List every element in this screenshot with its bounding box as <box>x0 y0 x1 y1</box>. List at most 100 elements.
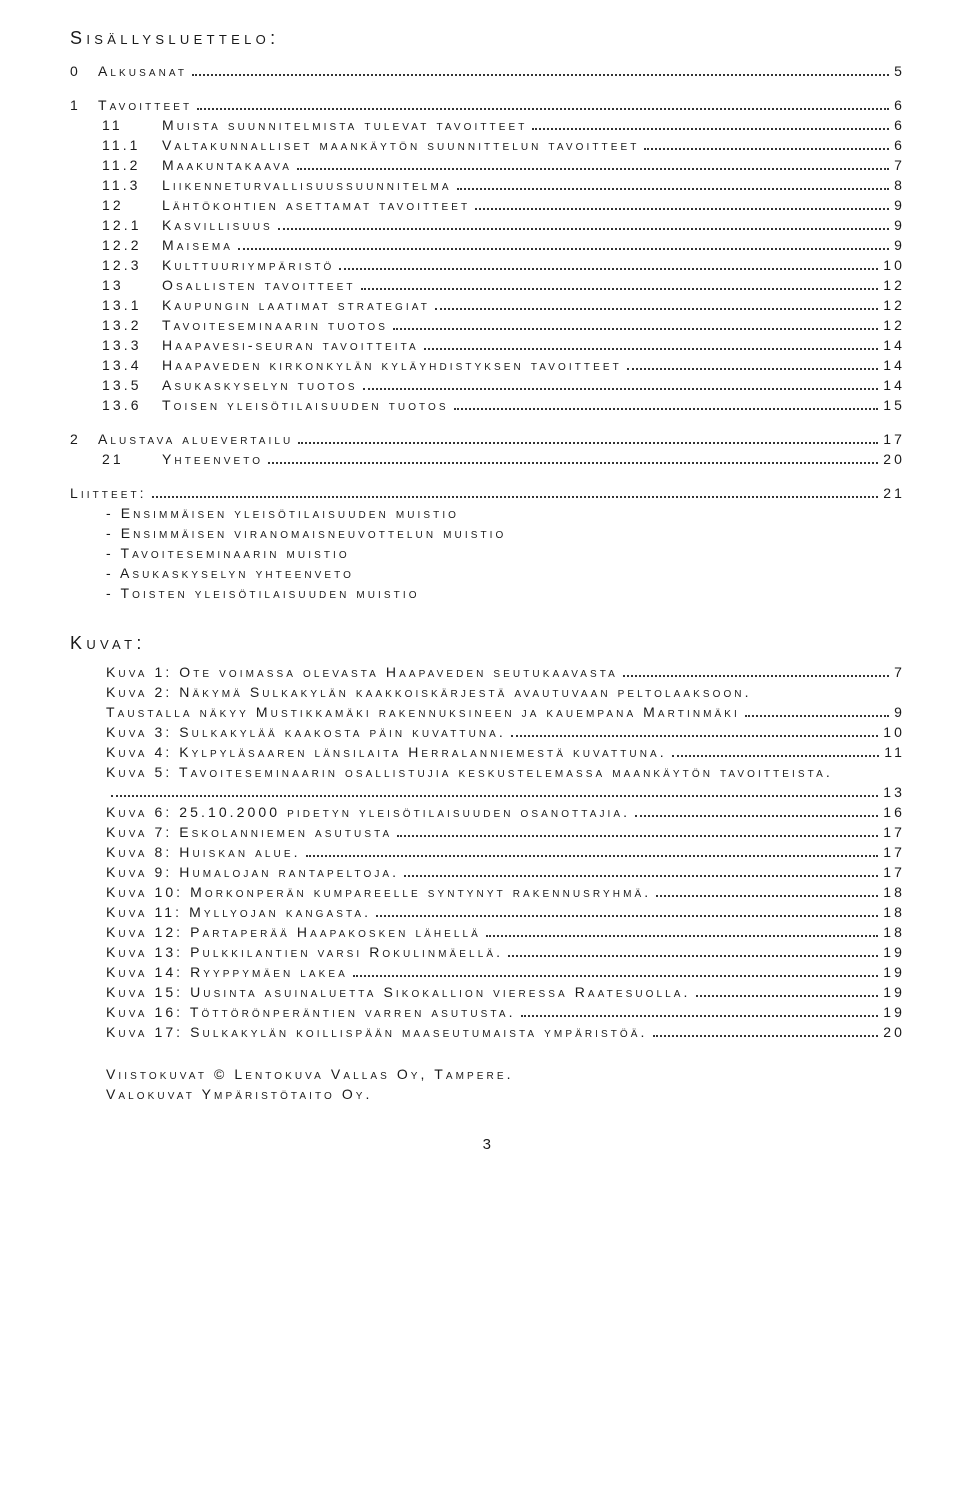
toc-number: 13.6 <box>102 397 162 413</box>
toc-label: Maakuntakaava <box>162 157 292 173</box>
kuva-entry: Kuva 13: Pulkkilantien varsi Rokulinmäel… <box>106 944 905 960</box>
leader-dots <box>511 735 878 737</box>
toc-page: 9 <box>894 237 905 253</box>
kuva-entry: Kuva 8: Huiskan alue.17 <box>106 844 905 860</box>
toc-entry: 11.1Valtakunnalliset maankäytön suunnitt… <box>70 137 905 153</box>
kuva-text: Kuva 11: Myllyojan kangasta. <box>106 904 371 920</box>
kuva-entry: Kuva 2: Näkymä Sulkakylän kaakkoiskärjes… <box>106 684 905 700</box>
toc-entry: 1Tavoitteet6 <box>70 97 905 113</box>
kuva-page: 17 <box>883 824 905 840</box>
toc-page: 14 <box>883 377 905 393</box>
leader-dots <box>653 1035 879 1037</box>
toc-number: 1 <box>70 97 98 113</box>
toc-number: 13.3 <box>102 337 162 353</box>
leader-dots <box>532 128 889 130</box>
kuva-text: Kuva 12: Partaperää Haapakosken lähellä <box>106 924 481 940</box>
toc-list: 0Alkusanat51Tavoitteet611Muista suunnite… <box>70 63 905 467</box>
leader-dots <box>475 208 889 210</box>
kuva-page: 17 <box>883 864 905 880</box>
toc-page: 17 <box>883 431 905 447</box>
toc-number: 13 <box>102 277 162 293</box>
kuva-text: Kuva 16: Töttörönperäntien varren asutus… <box>106 1004 516 1020</box>
leader-dots <box>298 442 878 444</box>
toc-page: 10 <box>883 257 905 273</box>
kuva-page: 7 <box>894 664 905 680</box>
toc-label: Haapaveden kirkonkylän kyläyhdistyksen t… <box>162 357 622 373</box>
kuva-page: 19 <box>883 984 905 1000</box>
kuva-page: 9 <box>894 704 905 720</box>
page-number: 3 <box>70 1136 905 1153</box>
kuva-entry-cont: Taustalla näkyy Mustikkamäki rakennuksin… <box>106 704 905 720</box>
toc-label: Osallisten tavoitteet <box>162 277 356 293</box>
credit-line-1: Viistokuvat © Lentokuva Vallas Oy, Tampe… <box>106 1066 905 1082</box>
toc-page: 8 <box>894 177 905 193</box>
kuva-text: Kuva 17: Sulkakylän koillispään maaseutu… <box>106 1024 648 1040</box>
toc-number: 11.2 <box>102 157 162 173</box>
toc-entry: 13.6Toisen yleisötilaisuuden tuotos15 <box>70 397 905 413</box>
leader-dots <box>696 995 879 997</box>
kuva-text: Kuva 4: Kylpyläsaaren länsilaita Herrala… <box>106 744 667 760</box>
toc-entry: 12.2Maisema9 <box>70 237 905 253</box>
kuva-text: Kuva 1: Ote voimassa olevasta Haapaveden… <box>106 664 618 680</box>
toc-number: 13.5 <box>102 377 162 393</box>
leader-dots <box>393 328 878 330</box>
toc-page: 6 <box>894 117 905 133</box>
kuva-entry: Kuva 3: Sulkakylää kaakosta päin kuvattu… <box>106 724 905 740</box>
kuva-page: 20 <box>883 1024 905 1040</box>
leader-dots <box>397 835 878 837</box>
kuva-entry: Kuva 15: Uusinta asuinaluetta Sikokallio… <box>106 984 905 1000</box>
toc-page: 20 <box>883 451 905 467</box>
kuva-page: 10 <box>883 724 905 740</box>
toc-page: 6 <box>894 137 905 153</box>
credit-line-2: Valokuvat Ympäristötaito Oy. <box>106 1086 905 1102</box>
toc-page: 7 <box>894 157 905 173</box>
leader-dots <box>454 408 879 410</box>
kuva-text: Kuva 6: 25.10.2000 pidetyn yleisötilaisu… <box>106 804 630 820</box>
kuva-entry: Kuva 17: Sulkakylän koillispään maaseutu… <box>106 1024 905 1040</box>
toc-entry: 13.2Tavoiteseminaarin tuotos12 <box>70 317 905 333</box>
leader-dots <box>192 74 889 76</box>
kuva-entry: Kuva 4: Kylpyläsaaren länsilaita Herrala… <box>106 744 905 760</box>
toc-page: 12 <box>883 277 905 293</box>
kuva-text: Kuva 2: Näkymä Sulkakylän kaakkoiskärjes… <box>106 684 752 700</box>
kuva-entry: Kuva 6: 25.10.2000 pidetyn yleisötilaisu… <box>106 804 905 820</box>
toc-page: 5 <box>894 63 905 79</box>
toc-entry: 12Lähtökohtien asettamat tavoitteet9 <box>70 197 905 213</box>
toc-number: 12 <box>102 197 162 213</box>
leader-dots <box>268 462 878 464</box>
kuva-page: 19 <box>883 964 905 980</box>
kuva-page: 16 <box>883 804 905 820</box>
toc-label: Asukaskyselyn tuotos <box>162 377 358 393</box>
toc-number: 13.2 <box>102 317 162 333</box>
kuva-text: Kuva 3: Sulkakylää kaakosta päin kuvattu… <box>106 724 506 740</box>
liitteet-label: Liitteet: <box>70 485 147 501</box>
kuva-page: 11 <box>884 744 905 760</box>
toc-label: Maisema <box>162 237 233 253</box>
leader-dots <box>435 308 878 310</box>
footer-credits: Viistokuvat © Lentokuva Vallas Oy, Tampe… <box>106 1066 905 1102</box>
toc-page: 9 <box>894 217 905 233</box>
leader-dots <box>152 496 879 498</box>
toc-page: 6 <box>894 97 905 113</box>
toc-entry: 2Alustava aluevertailu17 <box>70 431 905 447</box>
kuva-text: Kuva 7: Eskolanniemen asutusta <box>106 824 392 840</box>
toc-heading: Sisällysluettelo: <box>70 28 905 49</box>
toc-entry: 13.1Kaupungin laatimat strategiat12 <box>70 297 905 313</box>
leader-dots <box>486 935 878 937</box>
kuva-entry: Kuva 9: Humalojan rantapeltoja.17 <box>106 864 905 880</box>
liitteet-page: 21 <box>883 485 905 501</box>
toc-label: Yhteenveto <box>162 451 263 467</box>
liitteet-items: - Ensimmäisen yleisötilaisuuden muistio-… <box>70 505 905 601</box>
kuva-page: 19 <box>883 944 905 960</box>
leader-dots <box>404 875 878 877</box>
kuva-text: Taustalla näkyy Mustikkamäki rakennuksin… <box>106 704 740 720</box>
leader-dots <box>376 915 878 917</box>
kuvat-list: Kuva 1: Ote voimassa olevasta Haapaveden… <box>70 664 905 1040</box>
toc-number: 13.1 <box>102 297 162 313</box>
toc-number: 21 <box>102 451 162 467</box>
kuva-entry: Kuva 10: Morkonperän kumpareelle syntyny… <box>106 884 905 900</box>
leader-dots <box>623 675 889 677</box>
kuva-page: 17 <box>883 844 905 860</box>
leader-dots <box>306 855 879 857</box>
liitteet-item: - Ensimmäisen viranomaisneuvottelun muis… <box>106 525 905 541</box>
